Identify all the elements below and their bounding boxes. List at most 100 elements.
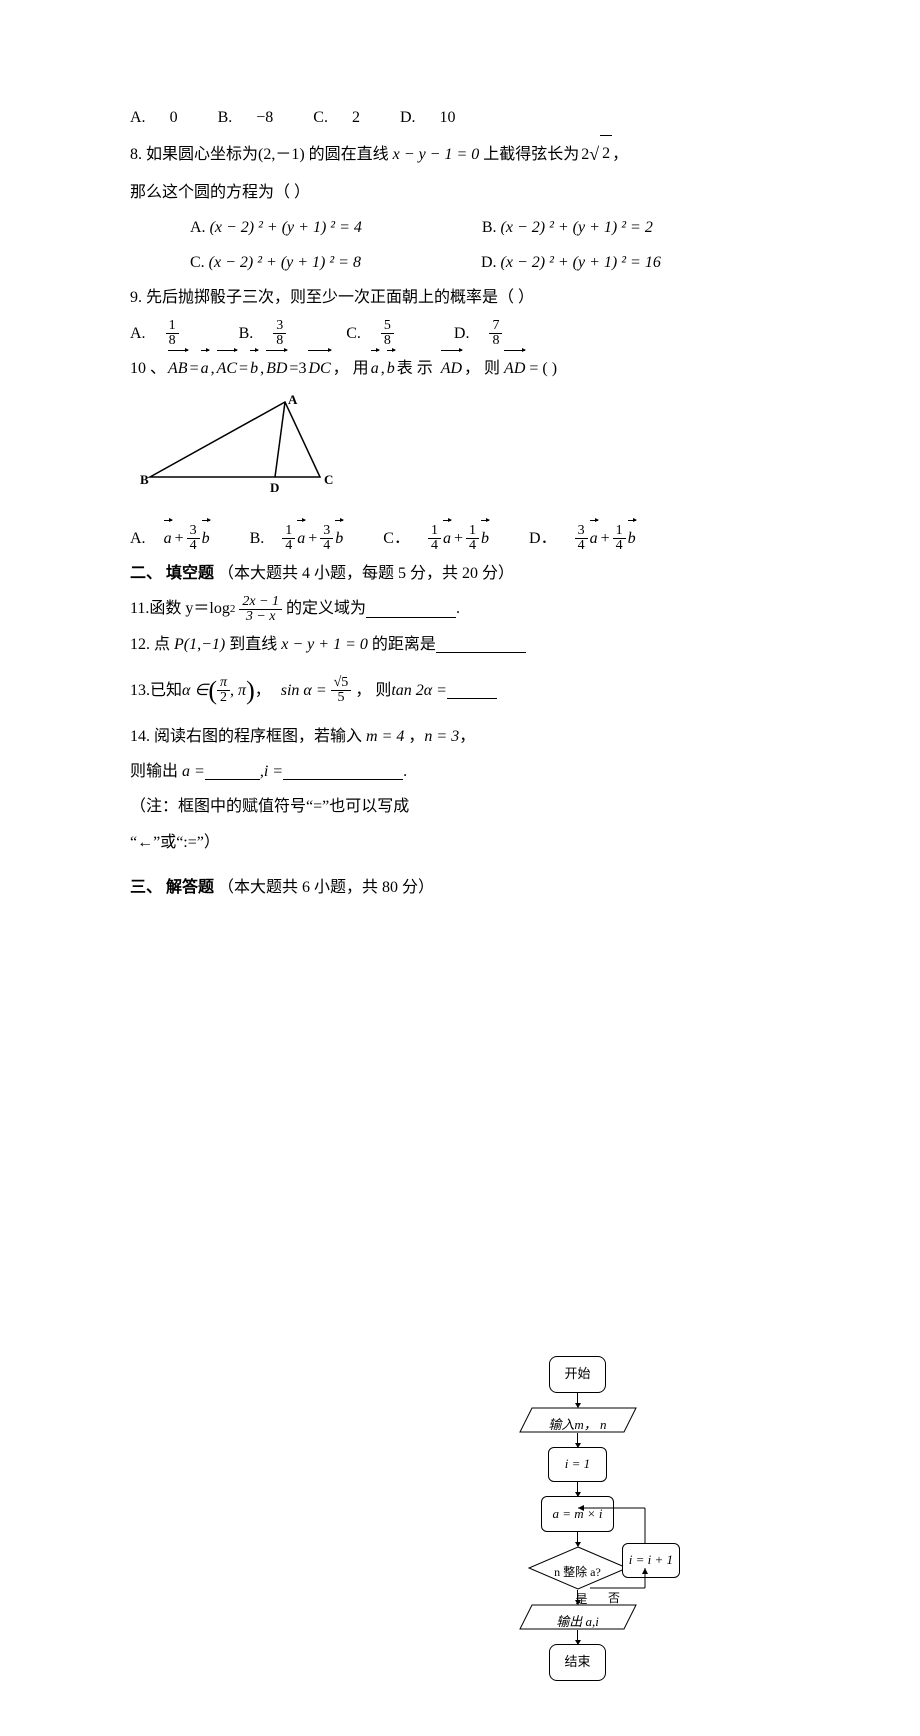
q9-opt-b: B. 3 8 — [239, 316, 287, 351]
q14-l2a: 则输出 — [130, 754, 178, 789]
section-note: （本大题共 6 小题，共 80 分） — [218, 879, 434, 896]
comma-pi: , π — [230, 673, 246, 708]
plus: + — [454, 521, 463, 556]
denominator: 3 − x — [243, 610, 279, 624]
lparen: ( — [208, 662, 217, 719]
flowchart: 开始 输入m， n i = 1 a = m × i n 整除 a? 是 输出 a… — [480, 1356, 675, 1680]
fraction: 34 — [575, 524, 588, 553]
vec-a: a — [371, 351, 379, 386]
numerator: √5 — [331, 676, 352, 691]
vec-a: a — [297, 521, 305, 556]
numerator: 5 — [381, 319, 394, 334]
tri-label-d: D — [270, 480, 279, 495]
fraction: 34 — [187, 524, 200, 553]
denominator: 5 — [334, 691, 347, 705]
numerator: 3 — [273, 319, 286, 334]
q8-opt-a: A. (x − 2) ² + (y + 1) ² = 4 — [190, 210, 362, 245]
vec-b: b — [628, 521, 636, 556]
vec-ac: AC — [217, 351, 237, 386]
opt-text: (x − 2) ² + (y + 1) ² = 8 — [209, 254, 361, 271]
q10-lead: 10 、 — [130, 351, 166, 386]
opt-label: B. — [239, 316, 254, 351]
point: P(1,−1) — [174, 627, 225, 662]
q10-tail: = ( ) — [529, 351, 557, 386]
q7-opt-b: B. −8 — [218, 100, 274, 135]
fraction: 3 8 — [273, 319, 286, 348]
opt-label: C. — [313, 100, 328, 135]
q10-stem: 10 、 AB = a , AC = b , BD = 3 DC ， 用 a ,… — [130, 351, 790, 386]
c3: ， 则 — [355, 673, 391, 708]
period: . — [403, 754, 407, 789]
q10-mid2: 表 示 — [397, 351, 433, 386]
opt-label: C. — [346, 316, 361, 351]
tan2a: tan 2α = — [391, 673, 447, 708]
comma: , — [260, 351, 264, 386]
denominator: 2 — [217, 691, 230, 705]
q10-opt-d: D． 34 a + 14 b — [529, 521, 636, 556]
numerator: 7 — [489, 319, 502, 334]
rparen: ) — [246, 662, 255, 719]
opt-value: −8 — [256, 100, 273, 135]
section-3-heading: 三、 解答题 （本大题共 6 小题，共 80 分） — [130, 870, 790, 905]
q12-mid: 到直线 — [229, 627, 277, 662]
eq-sign: = — [190, 351, 199, 386]
vec-a: a — [590, 521, 598, 556]
q10-options: A. a + 34 b B. 14 a + 34 b C． 14 a + 14 … — [130, 521, 790, 556]
eq-sign: = — [289, 351, 298, 386]
opt-label: B. — [218, 100, 233, 135]
opt-label: B. — [250, 521, 265, 556]
section-2-heading: 二、 填空题 （本大题共 4 小题，每题 5 分，共 20 分） — [130, 556, 790, 591]
fraction: 5 8 — [381, 319, 394, 348]
opt-label: D. — [454, 316, 470, 351]
q8-options-row2: C. (x − 2) ² + (y + 1) ² = 8 D. (x − 2) … — [190, 245, 790, 280]
c1: ， — [408, 719, 424, 754]
q9-options: A. 1 8 B. 3 8 C. 5 8 D. 7 8 — [130, 316, 790, 351]
a-eq: a = — [182, 754, 205, 789]
q14-l1a: 14. 阅读右图的程序框图，若输入 — [130, 719, 362, 754]
opt-label: C. — [190, 254, 205, 271]
opt-label: A. — [130, 316, 146, 351]
denominator: 8 — [166, 334, 179, 348]
c2: ， — [255, 673, 271, 708]
opt-label: A. — [190, 219, 206, 236]
blank-underline — [447, 682, 497, 699]
q8-text-b: 上截得弦长为 — [483, 137, 579, 172]
opt-text: (x − 2) ² + (y + 1) ² = 2 — [501, 219, 653, 236]
q7-opt-d: D. 10 — [400, 100, 456, 135]
tri-label-a: A — [288, 392, 298, 407]
section-note: （本大题共 4 小题，每题 5 分，共 20 分） — [218, 565, 514, 582]
fraction: 14 — [613, 524, 626, 553]
alpha-in: α ∈ — [182, 673, 208, 708]
fraction: π 2 — [217, 676, 230, 705]
plus: + — [175, 521, 184, 556]
q14-note1: （注：框图中的赋值符号“=”也可以写成 — [130, 789, 560, 824]
fc-loop-arrows-icon: 否 — [480, 1356, 675, 1736]
numerator: π — [217, 676, 230, 691]
sin-alpha: sin α = — [281, 673, 327, 708]
vec-dc: DC — [308, 351, 330, 386]
c2: ， — [459, 719, 475, 754]
opt-value: 0 — [170, 100, 178, 135]
sqrt-radicand: 2 — [600, 135, 612, 171]
q14-line1: 14. 阅读右图的程序框图，若输入 m = 4 ， n = 3 ， — [130, 719, 560, 754]
q7-opt-c: C. 2 — [313, 100, 360, 135]
fraction: 14 — [428, 524, 441, 553]
opt-value: 2 — [352, 100, 360, 135]
fraction: 14 — [466, 524, 479, 553]
denominator: 8 — [489, 334, 502, 348]
q13: 13.已知 α ∈ ( π 2 , π ) ， sin α = √5 5 ， 则… — [130, 662, 600, 719]
opt-text: (x − 2) ² + (y + 1) ² = 16 — [501, 254, 661, 271]
vec-b: b — [250, 351, 258, 386]
q8-opt-d: D. (x − 2) ² + (y + 1) ² = 16 — [481, 245, 661, 280]
opt-label: D． — [529, 521, 557, 556]
q7-opt-a: A. 0 — [130, 100, 178, 135]
n-val: n = 3 — [424, 719, 459, 754]
tri-label-b: B — [140, 472, 149, 487]
q8-text-c: ， — [612, 137, 628, 172]
opt-label: D. — [400, 100, 416, 135]
opt-text: (x − 2) ² + (y + 1) ² = 4 — [210, 219, 362, 236]
blank-underline — [366, 601, 456, 618]
q8-opt-c: C. (x − 2) ² + (y + 1) ² = 8 — [190, 245, 361, 280]
q11: 11.函数 y＝log 2 2x − 1 3 − x 的定义域为 . — [130, 591, 600, 626]
opt-label: C． — [383, 521, 410, 556]
